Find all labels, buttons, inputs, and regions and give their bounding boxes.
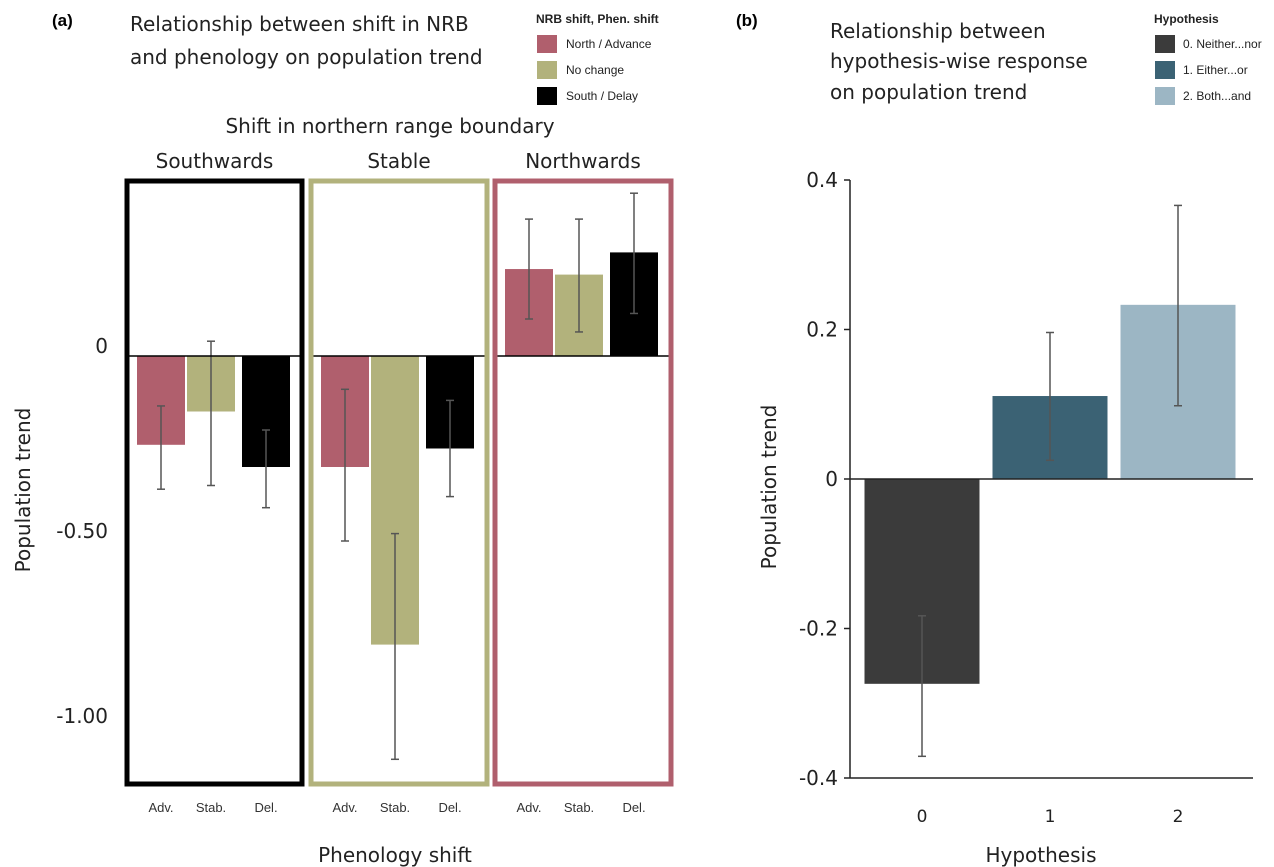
panel-a-x-axis-label: Phenology shift <box>318 843 472 867</box>
y-tick-label-0: 0 <box>95 334 108 358</box>
x-tick-label-b-1: 1 <box>1045 807 1056 827</box>
panel-b-x-axis-label: Hypothesis <box>985 843 1096 867</box>
panel-a-legend-swatch-1 <box>537 61 557 79</box>
facet-border-2 <box>492 178 674 787</box>
panel-a-legend-swatch-0 <box>537 35 557 53</box>
panel-a-facet-title: Shift in northern range boundary <box>225 114 554 138</box>
panel-b-legend-title: Hypothesis <box>1154 12 1219 26</box>
y-tick-label-b-0: 0.4 <box>806 168 838 192</box>
panel-b-title-line-3: on population trend <box>830 80 1027 104</box>
panel-b-legend-label-1: 1. Either...or <box>1183 63 1248 77</box>
x-tick-label-0-1: Stab. <box>196 800 226 815</box>
facet-border-1 <box>308 178 490 787</box>
y-tick-label-1: -0.50 <box>56 519 108 543</box>
y-tick-label-b-3: -0.2 <box>799 617 838 641</box>
x-tick-label-2-1: Stab. <box>564 800 594 815</box>
y-tick-label-b-1: 0.2 <box>806 318 838 342</box>
x-tick-label-2-0: Adv. <box>516 800 541 815</box>
panel-b-tag: (b) <box>736 11 758 30</box>
y-tick-label-b-2: 0 <box>825 467 838 491</box>
x-tick-label-0-2: Del. <box>254 800 277 815</box>
x-tick-label-1-0: Adv. <box>332 800 357 815</box>
panel-a-legend-label-0: North / Advance <box>566 37 652 51</box>
x-tick-label-1-2: Del. <box>438 800 461 815</box>
facet-label-0: Southwards <box>156 149 274 173</box>
panel-b-legend: 0. Neither...nor 1. Either...or 2. Both...… <box>1155 35 1262 105</box>
panel-b-legend-swatch-1 <box>1155 61 1175 79</box>
y-tick-label-2: -1.00 <box>56 704 108 728</box>
panel-a-legend-swatch-2 <box>537 87 557 105</box>
panel-a-legend: North / Advance No change South / Delay <box>537 35 652 105</box>
panel-b-y-axis-label: Population trend <box>757 405 781 570</box>
panel-b-title-line-1: Relationship between <box>830 19 1046 43</box>
panel-b-title-line-2: hypothesis-wise response <box>830 49 1088 73</box>
x-tick-label-2-2: Del. <box>622 800 645 815</box>
panel-b-plot: 0.4 0.2 0 -0.2 -0.4 0 1 2 <box>799 168 1253 827</box>
panel-a-legend-label-2: South / Delay <box>566 89 638 103</box>
y-tick-label-b-4: -0.4 <box>799 766 838 790</box>
panel-b-legend-swatch-0 <box>1155 35 1175 53</box>
panel-a-y-axis-label: Population trend <box>11 408 35 573</box>
facet-label-1: Stable <box>367 149 430 173</box>
panel-a-title-line-2: and phenology on population trend <box>130 45 483 69</box>
x-tick-label-0-0: Adv. <box>148 800 173 815</box>
x-tick-label-1-1: Stab. <box>380 800 410 815</box>
panel-a-plot: Southwards Adv. Stab. Del. Stable Adv. Stab. De… <box>56 149 674 815</box>
panel-a-legend-label-1: No change <box>566 63 624 77</box>
panel-b-legend-label-0: 0. Neither...nor <box>1183 37 1262 51</box>
panel-a-legend-title: NRB shift, Phen. shift <box>536 12 659 26</box>
facet-label-2: Northwards <box>525 149 641 173</box>
panel-b-legend-label-2: 2. Both...and <box>1183 89 1251 103</box>
facet-border-0 <box>124 178 305 787</box>
panel-b-legend-swatch-2 <box>1155 87 1175 105</box>
x-tick-label-b-0: 0 <box>917 807 928 827</box>
panel-a-tag: (a) <box>52 11 73 30</box>
x-tick-label-b-2: 2 <box>1173 807 1184 827</box>
panel-a-title-line-1: Relationship between shift in NRB <box>130 12 469 36</box>
